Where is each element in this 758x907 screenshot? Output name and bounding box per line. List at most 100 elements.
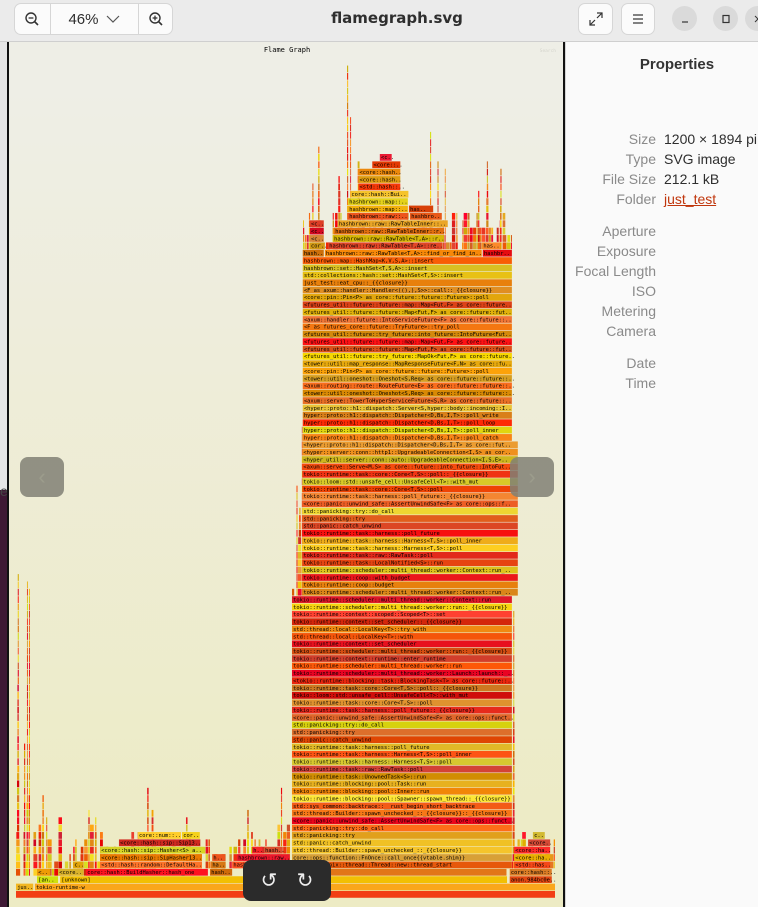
zoom-controls: 46% [14,3,173,35]
flame-frame [347,205,349,213]
flame-frame [58,868,83,876]
minimize-button[interactable] [672,6,697,31]
flame-frame [46,846,48,854]
flame-frame [29,625,30,633]
flame-frame [302,286,512,294]
flame-frame [94,832,97,839]
flame-frame [24,773,26,780]
flame-frame [347,65,349,73]
flame-frame [208,846,210,854]
flame-frame [88,832,90,839]
frame-label: std::panic::catch_unwind [293,841,371,847]
flame-frame [26,699,28,707]
frame-label: tokio::runtime::context::set_scheduler::… [293,620,462,626]
flame-frame [332,220,334,228]
frame-label: tokio::runtime::task::harness::Harness<T… [303,546,462,552]
flame-frame [511,242,512,250]
flame-frame [291,765,512,773]
fullscreen-button[interactable] [578,3,613,35]
property-label: ISO [631,283,656,299]
flame-frame [479,242,482,250]
property-label: Time [625,375,656,391]
flame-frame [291,802,512,810]
frame-label: <axum::routing::route::RouteFuture<E> as… [304,384,515,390]
flame-frame [553,854,555,861]
flame-frame [243,839,247,847]
close-button[interactable] [745,6,758,31]
flame-frame [301,470,303,478]
flame-frame [17,625,19,633]
flame-frame [451,220,456,228]
flame-frame [47,861,52,869]
folder-link[interactable]: just_test [664,191,717,207]
maximize-button[interactable] [713,6,738,31]
search-link[interactable]: Search [540,48,557,54]
frame-label: <futures_util::future::future::map::Map<… [304,339,512,345]
flame-frame [347,87,349,95]
flame-frame [512,817,515,825]
flame-frame [26,795,29,802]
flame-frame [24,743,26,751]
zoom-out-icon [25,12,39,26]
flame-frame [481,227,486,235]
frame-label: tokio::runtime::task::core::Core<T,S>::p… [303,472,488,478]
frame-label: std::thread::local::LocalKey<T>::try_wit… [293,627,426,633]
flame-frame [512,736,515,743]
flame-frame [350,146,352,154]
flame-frame [297,588,302,596]
flame-frame [302,271,512,279]
flame-frame [17,699,19,707]
main-menu-button[interactable] [621,3,655,35]
frame-label: std::thread::Builder::spawn_unchecked_::… [293,848,462,854]
flame-frame [247,839,249,847]
rotate-right-icon[interactable]: ↻ [296,870,314,892]
flame-frame [302,301,512,309]
flame-frame [348,212,408,220]
previous-image-button[interactable]: ‹ [20,457,64,497]
flame-frame [17,706,19,714]
zoom-level-dropdown[interactable]: 46% [49,4,139,34]
flame-frame [37,876,59,884]
flame-frame [296,574,298,581]
maximize-icon [721,14,730,23]
flame-frame [338,198,341,205]
flame-frame [29,618,30,626]
flame-frame [151,817,154,825]
frame-label: <futures_util::future::try_future::into_… [304,332,512,338]
flame-frame [17,773,20,780]
flame-frame [17,677,19,685]
flame-frame [444,190,446,198]
zoom-out-button[interactable] [15,4,50,34]
flame-frame [296,507,298,515]
flame-frame [73,846,75,854]
flame-frame [302,478,518,486]
flame-frame [456,220,458,228]
flame-frame [478,212,480,220]
flame-frame [29,728,30,736]
flame-frame [26,640,28,648]
flame-frame [488,235,491,242]
flame-frame [26,677,28,685]
flame-frame [47,854,52,861]
flame-frame [291,787,512,795]
flame-frame [38,854,42,861]
flame-frame [23,868,26,876]
zoom-in-button[interactable] [138,4,172,34]
flame-frame [298,537,302,545]
flame-frame [26,655,28,662]
rotate-left-icon[interactable]: ↺ [260,870,278,892]
flame-frame [444,198,446,205]
flame-frame [291,625,512,633]
flame-frame [500,190,502,198]
flame-frame [302,448,518,456]
next-image-button[interactable]: › [510,457,554,497]
flame-frame [476,235,478,242]
flame-frame [26,692,28,699]
flame-frame [348,198,408,205]
property-row: Focal Length [566,263,758,283]
flame-frame [88,809,90,817]
flame-frame [24,809,26,817]
frame-label: <tower::util::oneshot::Oneshot<S,Req> as… [304,391,515,397]
flame-frame [408,205,434,213]
frame-label: std::collections::hash::set::HashSet<T,S… [304,273,463,279]
